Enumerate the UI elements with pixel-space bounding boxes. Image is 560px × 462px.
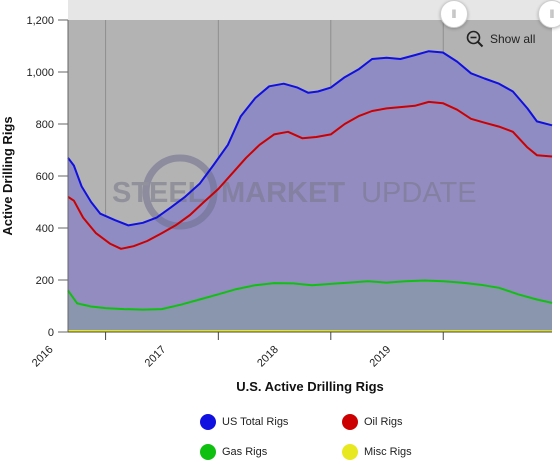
legend-marker-misc-rigs	[342, 444, 358, 460]
x-tick-label-2018: 2018	[255, 344, 281, 370]
legend: US Total Rigs Oil Rigs Gas Rigs Misc Rig…	[0, 406, 560, 462]
legend-item-oil-rigs[interactable]: Oil Rigs	[342, 414, 403, 430]
svg-text:STEEL MARKET UPDAT: STEEL MARKET UPDATE	[112, 177, 477, 209]
legend-item-misc-rigs[interactable]: Misc Rigs	[342, 444, 412, 460]
line-oil-rigs[interactable]	[67, 100, 553, 250]
x-tick-label-2019: 2019	[368, 344, 394, 370]
y-tick-label: 800	[36, 119, 54, 131]
area-oil-rigs	[68, 101, 552, 333]
legend-marker-us-total-rigs	[200, 414, 216, 430]
y-tick-label: 0	[48, 327, 54, 339]
show-all-label: Show all	[490, 32, 536, 46]
watermark-part3: UPDATE	[361, 177, 476, 209]
legend-item-gas-rigs[interactable]: Gas Rigs	[200, 444, 267, 460]
range-handle-left[interactable]: ‖	[440, 0, 468, 28]
area-us-total-rigs	[68, 51, 552, 332]
show-all-button[interactable]: Show all	[466, 30, 535, 48]
zoom-out-icon	[466, 30, 484, 48]
x-axis: 2016 2017 2018 2019	[30, 331, 552, 370]
y-tick-label: 600	[36, 171, 54, 183]
y-tick-label: 1,000	[26, 67, 54, 79]
y-tick-label: 1,200	[26, 15, 54, 27]
legend-label-us-total-rigs: US Total Rigs	[222, 416, 289, 428]
legend-label-misc-rigs: Misc Rigs	[364, 446, 412, 458]
x-tick-label-2017: 2017	[143, 344, 169, 370]
x-axis-title: U.S. Active Drilling Rigs	[236, 379, 384, 394]
y-tick-label: 200	[36, 275, 54, 287]
chart-canvas: STEEL MARKET UPDATE 0 200 400 600 800 1,000 1,…	[0, 0, 553, 394]
y-axis: 0 200 400 600 800 1,000 1,200	[26, 15, 69, 339]
legend-label-oil-rigs: Oil Rigs	[364, 416, 403, 428]
line-us-total-rigs[interactable]	[67, 50, 553, 227]
x-tick-label-2016: 2016	[30, 344, 56, 370]
area-gas-rigs	[68, 280, 552, 332]
line-gas-rigs[interactable]	[67, 279, 553, 311]
watermark-part1: STEEL	[112, 177, 205, 209]
legend-item-us-total-rigs[interactable]: US Total Rigs	[200, 414, 288, 430]
legend-marker-oil-rigs	[342, 414, 358, 430]
y-axis-title: Active Drilling Rigs	[0, 116, 15, 235]
watermark-part2: MARKET	[221, 177, 345, 209]
y-tick-label: 400	[36, 223, 54, 235]
legend-label-gas-rigs: Gas Rigs	[222, 446, 268, 458]
range-handle-right[interactable]: ‖	[538, 0, 560, 28]
legend-marker-gas-rigs	[200, 444, 216, 460]
navigator-bar[interactable]	[68, 0, 552, 20]
series-lines	[67, 50, 553, 333]
